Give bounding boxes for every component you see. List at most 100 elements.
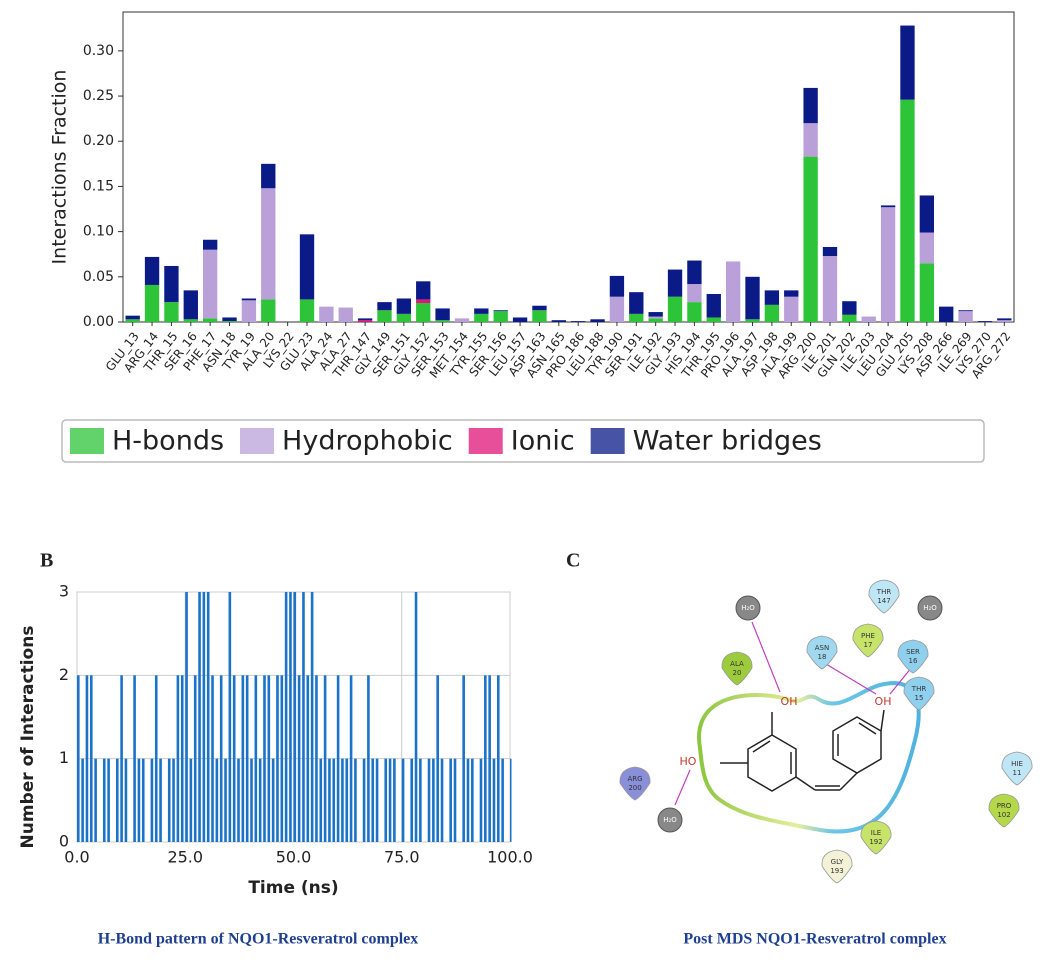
bar-segment (939, 306, 954, 322)
step-bar (202, 592, 206, 842)
step-bar (276, 675, 279, 842)
step-bar (384, 758, 388, 842)
x-tick-label: 25.0 (167, 848, 203, 867)
step-bar (241, 675, 245, 842)
bar-segment (571, 321, 586, 322)
residue (860, 820, 892, 855)
bar-segment (687, 302, 702, 322)
bar-segment (144, 256, 160, 285)
step-bar (89, 675, 93, 842)
legend-swatch (70, 428, 104, 454)
ligand-pocket (674, 621, 921, 834)
bar-segment (241, 300, 257, 322)
step-bar (419, 758, 422, 842)
step-bar (432, 758, 435, 842)
y-axis-label: Interactions Fraction (49, 70, 71, 265)
bar-segment (667, 296, 683, 322)
bar-segment (648, 318, 663, 322)
water (735, 595, 761, 621)
residue-number: 193 (830, 867, 843, 875)
step-bar (107, 758, 110, 842)
legend-swatch (240, 428, 275, 454)
step-bar (254, 675, 258, 842)
step-bar (263, 675, 266, 842)
ligand-label: OH (875, 695, 892, 708)
step-bar (427, 758, 431, 842)
y-tick-label: 0.30 (83, 43, 114, 59)
bar-segment (629, 313, 644, 322)
y-tick-label: 2 (59, 665, 69, 684)
panel-label: B (40, 550, 53, 572)
bar-segment (900, 25, 915, 100)
residue-name: PRO (997, 802, 1012, 810)
y-tick-label: 0.10 (83, 224, 114, 240)
bar-segment (648, 316, 663, 319)
step-bar (492, 758, 496, 842)
y-axis-label: Number of Interactions (18, 626, 38, 849)
bar-segment (919, 232, 935, 264)
water-label: H₂O (923, 604, 937, 612)
bar-segment (202, 249, 218, 319)
step-bar (453, 758, 457, 842)
bar-segment (861, 316, 876, 322)
bar-segment (784, 290, 799, 297)
water-label: H₂O (663, 816, 677, 824)
bar-segment (416, 299, 431, 304)
residue-name: ALA (730, 660, 744, 668)
bar-segment (609, 275, 625, 297)
step-bar (167, 758, 171, 842)
step-bar (211, 675, 214, 842)
residue-number: 20 (733, 669, 742, 677)
x-tick-label: 100.0 (487, 848, 533, 867)
step-bar (410, 758, 414, 842)
bar-segment (667, 269, 683, 297)
step-bar (297, 675, 301, 842)
legend-label: Water bridges (633, 426, 822, 457)
bar-segment (764, 304, 780, 322)
bar-segment (764, 290, 780, 305)
step-bar (172, 758, 175, 842)
bar-segment (551, 320, 566, 322)
bar-segment (183, 319, 198, 322)
bar-segment (842, 301, 857, 315)
step-bar (237, 758, 240, 842)
step-bar (271, 758, 275, 842)
bar-segment (648, 312, 663, 317)
bar-segment (319, 306, 334, 322)
bar-segment (299, 299, 315, 322)
residue-name: PHE (861, 632, 875, 640)
step-bar (362, 758, 366, 842)
residue-name: ARG (627, 775, 642, 783)
step-bar (215, 758, 219, 842)
bar-segment (803, 87, 818, 124)
bar-segment (687, 284, 702, 303)
bar-segment (338, 307, 353, 322)
step-bar (250, 758, 253, 842)
bar-segment (532, 310, 547, 322)
bar-segment (164, 265, 179, 303)
legend-label: Ionic (511, 426, 575, 457)
ligand-label: OH (781, 695, 798, 708)
x-tick-label: 0.0 (64, 848, 89, 867)
step-bar (219, 675, 223, 842)
residue-name: THR (876, 588, 892, 596)
bar-segment (900, 99, 915, 323)
step-bar (393, 758, 396, 842)
residue (806, 635, 838, 670)
step-bar (258, 758, 262, 842)
residue-number: 102 (997, 811, 1010, 819)
residue (852, 623, 884, 658)
residue-number: 15 (915, 694, 924, 702)
step-bar (102, 758, 106, 842)
water (657, 807, 683, 833)
bar-segment (357, 318, 373, 321)
step-bar (367, 675, 370, 842)
step-bar (228, 592, 232, 842)
step-bar (81, 758, 84, 842)
step-bar (180, 675, 184, 842)
step-bar (375, 758, 379, 842)
residue-number: 200 (628, 784, 641, 792)
step-bar (176, 675, 180, 842)
residue (868, 579, 900, 614)
step-bar (341, 758, 344, 842)
